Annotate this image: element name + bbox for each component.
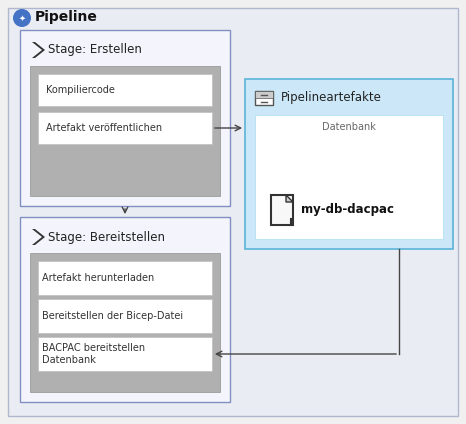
Bar <box>255 115 443 239</box>
Text: Stage: Bereitstellen: Stage: Bereitstellen <box>48 231 165 243</box>
Text: Artefakt veröffentlichen: Artefakt veröffentlichen <box>46 123 162 133</box>
Text: my-db-dacpac: my-db-dacpac <box>301 204 394 217</box>
Text: Pipelineartefakte: Pipelineartefakte <box>281 92 382 104</box>
Polygon shape <box>32 42 45 58</box>
Polygon shape <box>286 195 293 202</box>
Ellipse shape <box>13 9 31 27</box>
Text: Datenbank: Datenbank <box>322 122 376 132</box>
Bar <box>38 299 212 333</box>
Polygon shape <box>32 229 45 245</box>
Text: Stage: Erstellen: Stage: Erstellen <box>48 44 142 56</box>
Text: ✦: ✦ <box>19 14 26 22</box>
Bar <box>30 66 220 196</box>
Bar <box>255 91 273 98</box>
Bar <box>271 195 293 225</box>
Bar <box>30 253 220 392</box>
Text: Pipeline: Pipeline <box>35 10 98 24</box>
Text: Artefakt herunterladen: Artefakt herunterladen <box>42 273 154 283</box>
Bar <box>38 337 212 371</box>
Text: BACPAC bereitstellen
Datenbank: BACPAC bereitstellen Datenbank <box>42 343 145 365</box>
Text: Bereitstellen der Bicep-Datei: Bereitstellen der Bicep-Datei <box>42 311 183 321</box>
Bar <box>245 79 453 249</box>
Bar <box>38 112 212 144</box>
Bar <box>38 74 212 106</box>
Bar <box>20 30 230 206</box>
Bar <box>255 91 273 105</box>
Bar <box>20 217 230 402</box>
Bar <box>38 261 212 295</box>
Text: Kompiliercode: Kompiliercode <box>46 85 115 95</box>
